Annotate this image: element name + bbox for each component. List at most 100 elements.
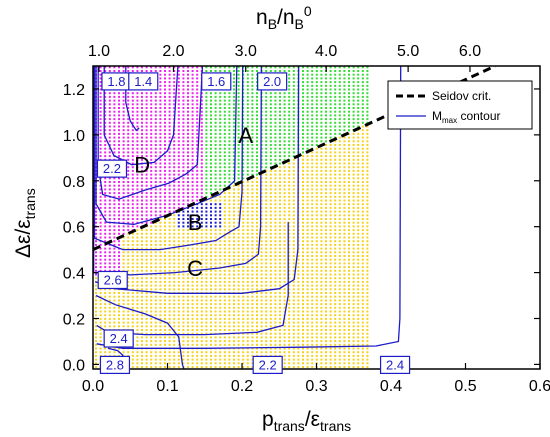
data-dot-D [159, 144, 162, 146]
data-dot-C [233, 243, 235, 246]
data-dot-C [338, 206, 341, 209]
data-dot-A [214, 151, 217, 154]
data-dot-C [246, 284, 249, 287]
data-dot-C [348, 140, 350, 143]
data-dot-C [357, 340, 360, 343]
data-dot-C [302, 366, 304, 368]
data-dot-C [210, 266, 212, 269]
data-dot-C [131, 295, 134, 298]
data-dot-C [154, 284, 157, 287]
data-dot-A [288, 144, 291, 146]
data-dot-C [302, 362, 304, 365]
data-dot-A [214, 166, 217, 169]
data-dot-C [343, 236, 346, 239]
data-dot-A [205, 162, 208, 165]
data-dot-C [338, 366, 341, 368]
data-dot-C [348, 336, 350, 339]
data-dot-A [348, 84, 350, 87]
data-dot-C [306, 181, 309, 183]
y-tick-label: 0.6 [63, 220, 85, 237]
data-dot-C [223, 280, 226, 283]
data-dot-C [150, 310, 153, 313]
data-dot-C [361, 203, 364, 206]
data-dot-C [168, 306, 171, 309]
data-dot-C [348, 221, 350, 224]
data-dot-C [168, 277, 171, 280]
data-dot-C [191, 262, 194, 265]
data-dot-C [283, 366, 286, 368]
data-dot-C [352, 358, 355, 361]
data-dot-D [131, 195, 134, 198]
data-dot-C [343, 199, 346, 202]
data-dot-C [95, 303, 97, 306]
data-dot-C [200, 314, 203, 317]
data-dot-C [228, 340, 231, 343]
data-dot-C [343, 332, 346, 335]
data-dot-C [288, 340, 291, 343]
data-dot-C [343, 162, 346, 165]
data-dot-C [108, 295, 111, 298]
data-dot-C [200, 240, 203, 243]
data-dot-C [214, 232, 217, 235]
data-dot-D [145, 177, 148, 180]
data-dot-C [269, 203, 272, 206]
data-dot-B [214, 218, 217, 220]
data-dot-C [260, 310, 263, 313]
data-dot-C [334, 269, 337, 272]
data-dot-C [288, 240, 291, 243]
data-dot-D [136, 184, 139, 187]
data-dot-C [283, 206, 286, 209]
data-dot-C [205, 303, 208, 306]
data-dot-C [288, 329, 291, 331]
data-dot-A [320, 73, 323, 76]
data-dot-C [214, 351, 217, 354]
data-dot-A [334, 103, 337, 106]
data-dot-C [338, 181, 341, 183]
data-dot-C [352, 181, 355, 183]
data-dot-C [223, 284, 226, 287]
data-dot-D [127, 136, 130, 139]
data-dot-D [164, 114, 166, 117]
data-dot-C [302, 221, 304, 224]
data-dot-C [196, 240, 199, 243]
data-dot-D [131, 95, 134, 98]
data-dot-C [366, 288, 369, 291]
data-dot-A [320, 114, 323, 117]
data-dot-C [274, 255, 277, 257]
data-dot-D [187, 73, 189, 76]
data-dot-C [315, 262, 318, 265]
data-dot-C [256, 262, 258, 265]
data-dot-A [279, 136, 281, 139]
data-dot-A [219, 166, 222, 169]
data-dot-D [99, 88, 102, 91]
data-dot-C [269, 284, 272, 287]
data-dot-C [343, 362, 346, 365]
data-dot-D [131, 184, 134, 187]
data-dot-C [315, 188, 318, 191]
data-dot-C [256, 188, 258, 191]
data-dot-D [104, 181, 107, 183]
data-dot-C [288, 195, 291, 198]
data-dot-C [348, 206, 350, 209]
data-dot-C [205, 354, 208, 357]
data-dot-D [131, 225, 134, 228]
data-dot-C [288, 243, 291, 246]
data-dot-D [200, 103, 203, 106]
data-dot-C [205, 336, 208, 339]
data-dot-C [95, 292, 97, 294]
data-dot-D [95, 262, 97, 265]
data-dot-C [210, 354, 212, 357]
data-dot-D [173, 110, 176, 113]
data-dot-D [177, 70, 180, 72]
data-dot-C [122, 299, 125, 302]
data-dot-C [306, 166, 309, 169]
data-dot-C [251, 214, 254, 217]
data-dot-A [348, 129, 350, 132]
data-dot-C [159, 314, 162, 317]
data-dot-C [334, 203, 337, 206]
data-dot-A [219, 169, 222, 172]
data-dot-D [131, 162, 134, 165]
data-dot-C [233, 251, 235, 254]
data-dot-D [136, 177, 139, 180]
data-dot-A [334, 132, 337, 135]
